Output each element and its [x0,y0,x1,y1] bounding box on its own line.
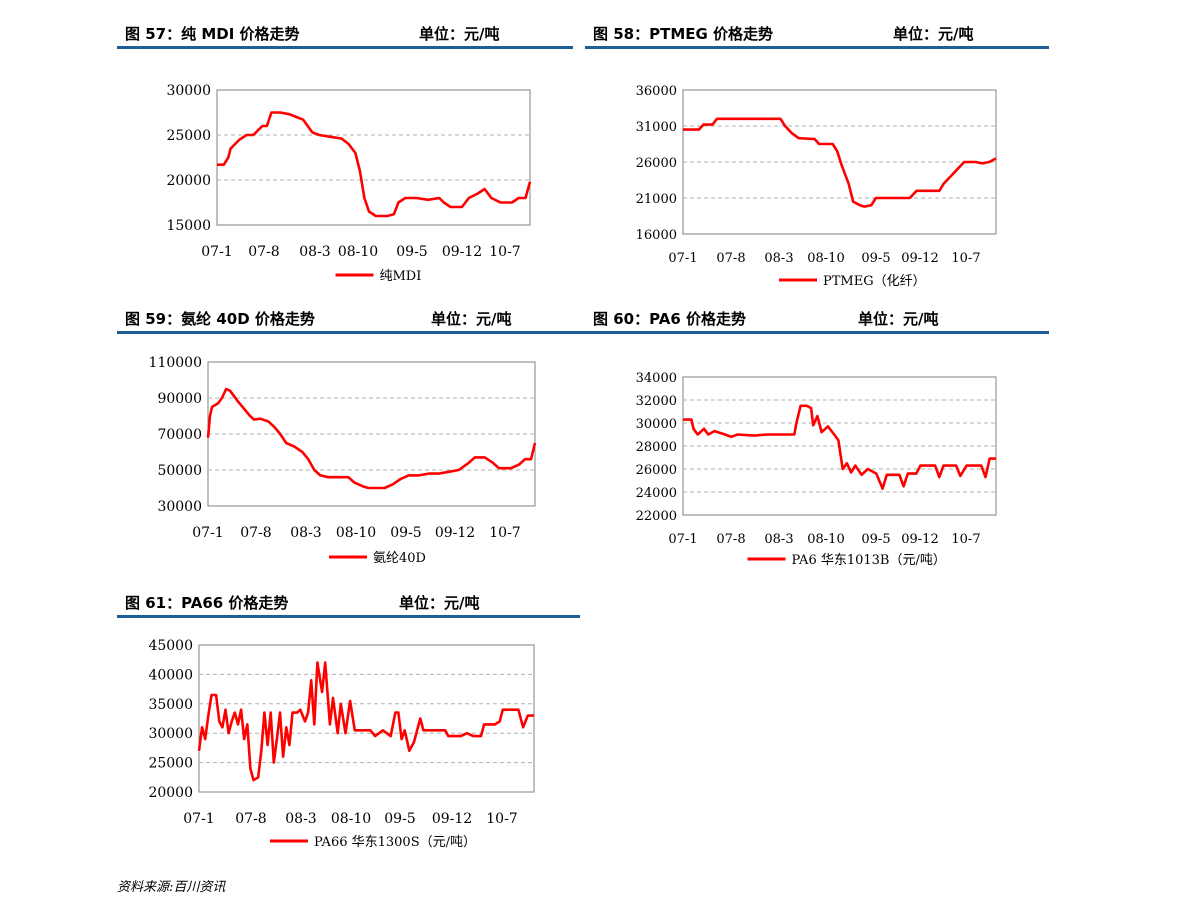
fig60-xtick-label: 08-10 [807,532,844,547]
fig60-series-line [683,404,996,490]
fig58-xtick-label: 09-12 [901,251,938,266]
fig59-xtick-label: 09-12 [435,525,475,541]
fig61-ytick-label: 30000 [148,726,193,742]
fig61-plot-frame [198,644,535,793]
fig61-title: 图 61：PA66 价格走势 [125,594,289,612]
fig59-series-line [206,387,537,490]
fig58-ytick-label: 36000 [636,84,677,99]
fig60-ytick-label: 24000 [636,486,677,501]
fig61-series-line [197,661,534,782]
fig57-xtick-label: 07-8 [248,244,279,260]
fig57-series-line [217,111,532,218]
fig60-xtick-label: 07-1 [668,532,697,547]
fig59-xtick-label: 07-1 [192,525,223,541]
fig60-legend-label: PA6 华东1013B（元/吨） [792,553,946,568]
fig58-header: 图 58：PTMEG 价格走势 单位：元/吨 [585,24,1049,49]
fig58-xtick-label: 07-8 [716,251,745,266]
fig61-xtick-label: 08-10 [331,811,371,827]
fig57-plot-frame [216,89,531,226]
fig61-ytick-label: 25000 [148,756,193,772]
fig59-ytick-label: 50000 [157,463,202,479]
fig58-ytick-label: 26000 [636,156,677,171]
fig61-xtick-label: 10-7 [486,811,517,827]
fig60-header: 图 60：PA6 价格走势 单位：元/吨 [585,309,1049,334]
fig58-xtick-label: 08-10 [807,251,844,266]
fig57-ytick-label: 20000 [166,173,211,189]
fig61-xtick-label: 07-8 [235,811,266,827]
fig57-xtick-label: 09-12 [442,244,482,260]
fig61-xtick-label: 07-1 [183,811,214,827]
fig59-legend-label: 氨纶40D [373,551,426,566]
fig60-ytick-label: 22000 [636,509,677,524]
fig61-ytick-label: 35000 [148,697,193,713]
fig61-xtick-label: 09-5 [384,811,415,827]
fig58-ytick-label: 16000 [636,228,677,243]
fig58-ytick-label: 21000 [636,192,677,207]
fig57-title: 图 57：纯 MDI 价格走势 [125,25,300,43]
fig57-ytick-label: 30000 [166,83,211,99]
fig60-ytick-label: 26000 [636,463,677,478]
fig59-ytick-label: 110000 [149,355,202,371]
fig58-series-line [683,117,997,208]
fig60-xtick-label: 09-5 [861,532,890,547]
fig58-xtick-label: 09-5 [861,251,890,266]
fig57-xtick-label: 08-10 [338,244,378,260]
fig57-unit: 单位：元/吨 [419,25,500,43]
fig57-legend-label: 纯MDI [380,269,422,284]
fig58-ytick-label: 31000 [636,120,677,135]
fig58-xtick-label: 10-7 [951,251,980,266]
fig60-ytick-label: 34000 [636,371,677,386]
fig61-header: 图 61：PA66 价格走势 单位：元/吨 [117,593,580,618]
fig59-title: 图 59：氨纶 40D 价格走势 [125,310,315,328]
fig58-xtick-label: 07-1 [668,251,697,266]
fig60-xtick-label: 09-12 [901,532,938,547]
fig60-ytick-label: 30000 [636,417,677,432]
fig59-header: 图 59：氨纶 40D 价格走势 单位：元/吨 [117,309,585,334]
fig58-title: 图 58：PTMEG 价格走势 [593,25,774,43]
fig59-xtick-label: 08-10 [336,525,376,541]
fig60-ytick-label: 28000 [636,440,677,455]
fig57-xtick-label: 07-1 [201,244,232,260]
fig57-ytick-label: 25000 [166,128,211,144]
fig57-xtick-label: 09-5 [396,244,427,260]
fig60-unit: 单位：元/吨 [858,310,939,328]
fig60-xtick-label: 08-3 [764,532,793,547]
source-note: 资料来源:百川资讯 [117,880,226,895]
fig58-legend-label: PTMEG（化纤） [823,274,926,289]
fig59-ytick-label: 90000 [157,391,202,407]
fig57-xtick-label: 08-3 [299,244,330,260]
fig61-ytick-label: 20000 [148,785,193,801]
fig61-ytick-label: 40000 [148,667,193,683]
fig57-ytick-label: 15000 [166,218,211,234]
fig59-xtick-label: 10-7 [489,525,520,541]
fig59-ytick-label: 30000 [157,499,202,515]
fig60-ytick-label: 32000 [636,394,677,409]
fig60-title: 图 60：PA6 价格走势 [593,310,746,328]
fig60-xtick-label: 10-7 [951,532,980,547]
fig61-xtick-label: 09-12 [432,811,472,827]
fig59-unit: 单位：元/吨 [431,310,512,328]
fig59-xtick-label: 08-3 [290,525,321,541]
fig61-legend-label: PA66 华东1300S（元/吨） [314,835,476,850]
fig61-xtick-label: 08-3 [285,811,316,827]
fig57-header: 图 57：纯 MDI 价格走势 单位：元/吨 [117,24,573,49]
fig59-xtick-label: 09-5 [390,525,421,541]
fig61-unit: 单位：元/吨 [399,594,480,612]
fig58-unit: 单位：元/吨 [893,25,974,43]
fig59-xtick-label: 07-8 [240,525,271,541]
fig61-ytick-label: 45000 [148,638,193,654]
fig58-xtick-label: 08-3 [764,251,793,266]
fig57-xtick-label: 10-7 [489,244,520,260]
fig59-ytick-label: 70000 [157,427,202,443]
fig60-xtick-label: 07-8 [716,532,745,547]
